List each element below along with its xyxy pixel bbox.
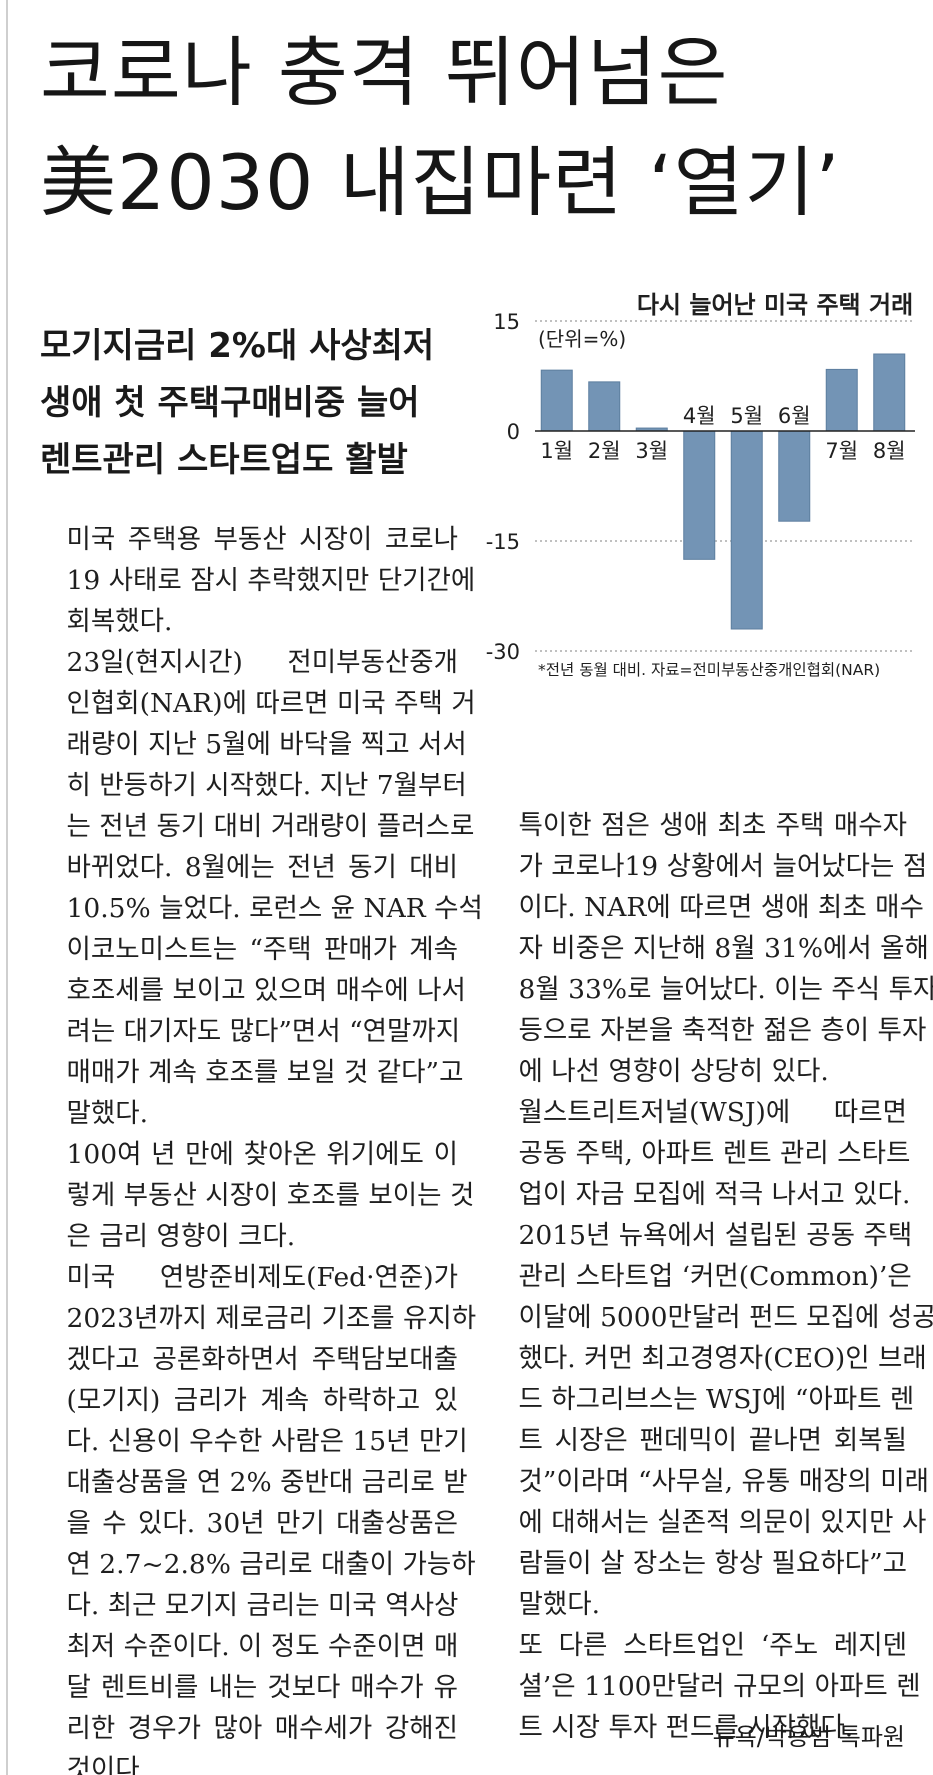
text-line: 인협회(NAR)에 따르면 미국 주택 거 xyxy=(66,688,476,719)
text-line: 달 렌트비를 내는 것보다 매수가 유 xyxy=(66,1672,459,1703)
text-line: 말했다. xyxy=(66,1098,149,1129)
bar-6월 xyxy=(778,430,811,522)
text-line: 다. 신용이 우수한 사람은 15년 만기 xyxy=(66,1426,468,1457)
bar-1월 xyxy=(540,369,573,432)
text-line: 래량이 지난 5월에 바닥을 찍고 서서 xyxy=(66,729,467,760)
bar-label: 3월 xyxy=(635,439,668,463)
text-line: 2023년까지 제로금리 기조를 유지하 xyxy=(66,1303,477,1334)
text-line: 람들이 살 장소는 항상 필요하다”고 xyxy=(518,1548,908,1579)
text-line: 렇게 부동산 시장이 호조를 보이는 것 xyxy=(66,1180,475,1211)
text-line: 은 금리 영향이 크다. xyxy=(66,1221,296,1252)
headline-line-2: 美2030 내집마련 ‘열기’ xyxy=(40,138,841,227)
subhead-line-3: 렌트관리 스타트업도 활발 xyxy=(40,440,408,480)
bar-4월 xyxy=(683,430,716,560)
y-tick-label: 0 xyxy=(507,420,520,444)
text-line: 겠다고 공론화하면서 주택담보대출 xyxy=(66,1344,459,1375)
bar-label: 8월 xyxy=(873,439,906,463)
text-line: 했다. 커먼 최고경영자(CEO)인 브래 xyxy=(518,1343,927,1374)
text-line: 려는 대기자도 많다”면서 “연말까지 xyxy=(66,1016,461,1047)
bar-label: 6월 xyxy=(778,404,811,428)
byline: 뉴욕/박용범 특파원 xyxy=(712,1723,905,1751)
text-line: 이다. NAR에 따르면 생애 최초 매수 xyxy=(518,892,924,923)
text-line: 대출상품을 연 2% 중반대 금리로 받 xyxy=(66,1467,468,1498)
text-line: 호조세를 보이고 있으며 매수에 나서 xyxy=(66,975,466,1006)
text-line: 업이 자금 모집에 적극 나서고 있다. xyxy=(518,1179,911,1210)
text-line: 리한 경우가 많아 매수세가 강해진 xyxy=(66,1713,459,1744)
text-line: 100여 년 만에 찾아온 위기에도 이 xyxy=(66,1139,459,1170)
chart-source-note: *전년 동월 대비. 자료=전미부동산중개인협회(NAR) xyxy=(538,661,880,679)
subhead-line-2: 생애 첫 주택구매비중 늘어 xyxy=(40,383,420,423)
bar-label: 5월 xyxy=(730,404,763,428)
headline: 코로나 충격 뛰어넘은 美2030 내집마련 ‘열기’ xyxy=(40,18,920,238)
text-line: 트 시장 투자 펀드를 시작했다. xyxy=(518,1712,854,1743)
text-line: 이달에 5000만달러 펀드 모집에 성공 xyxy=(518,1302,933,1333)
text-line: 을 수 있다. 30년 만기 대출상품은 xyxy=(66,1508,459,1539)
text-line: 관리 스타트업 ‘커먼(Common)’은 xyxy=(518,1261,912,1292)
text-line: 최저 수준이다. 이 정도 수준이면 매 xyxy=(66,1631,459,1662)
text-line: 등으로 자본을 축적한 젊은 층이 투자 xyxy=(518,1015,927,1046)
text-line: 는 전년 동기 대비 거래량이 플러스로 xyxy=(66,811,475,842)
bar-label: 2월 xyxy=(588,439,621,463)
text-line: 히 반등하기 시작했다. 지난 7월부터 xyxy=(66,770,467,801)
text-line: 말했다. xyxy=(518,1589,601,1620)
headline-line-1: 코로나 충격 뛰어넘은 xyxy=(40,28,729,117)
text-line: 미국 연방준비제도(Fed·연준)가 xyxy=(66,1262,459,1293)
text-line: 미국 주택용 부동산 시장이 코로나 xyxy=(66,524,459,555)
bar-label: 1월 xyxy=(540,439,573,463)
text-line: 셜’은 1100만달러 규모의 아파트 렌 xyxy=(518,1671,921,1702)
text-line: 회복했다. xyxy=(66,606,173,637)
text-line: 이코노미스트는 “주택 판매가 계속 xyxy=(66,934,459,965)
text-line: 에 대해서는 실존적 의문이 있지만 사 xyxy=(518,1507,927,1538)
text-line: 드 하그리브스는 WSJ에 “아파트 렌 xyxy=(518,1384,915,1415)
text-line: 19 사태로 잠시 추락했지만 단기간에 xyxy=(66,565,476,596)
text-line: 매매가 계속 호조를 보일 것 같다”고 xyxy=(66,1057,464,1088)
bar-label: 7월 xyxy=(825,439,858,463)
left-margin-rule xyxy=(6,0,8,1775)
text-line: 것이다. xyxy=(66,1754,149,1775)
text-line: 다. 최근 모기지 금리는 미국 역사상 xyxy=(66,1590,459,1621)
text-line: 자 비중은 지난해 8월 31%에서 올해 xyxy=(518,933,929,964)
y-tick-label: -30 xyxy=(486,640,520,664)
text-line: 에 나선 영향이 상당히 있다. xyxy=(518,1056,829,1087)
text-line: (모기지) 금리가 계속 하락하고 있 xyxy=(66,1385,459,1416)
bar-7월 xyxy=(825,368,858,432)
text-line: 연 2.7~2.8% 금리로 대출이 가능하 xyxy=(66,1549,476,1580)
text-line: 23일(현지시간) 전미부동산중개 xyxy=(66,647,459,678)
bar-2월 xyxy=(588,381,621,432)
chart-title: 다시 늘어난 미국 주택 거래 xyxy=(637,291,913,319)
text-line: 바뀌었다. 8월에는 전년 동기 대비 xyxy=(66,852,459,883)
text-line: 10.5% 늘었다. 로런스 윤 NAR 수석 xyxy=(66,893,483,924)
y-tick-label: 15 xyxy=(493,310,520,334)
text-line: 가 코로나19 상황에서 늘어났다는 점 xyxy=(518,851,928,882)
y-tick-label: -15 xyxy=(486,530,520,554)
text-line: 또 다른 스타트업인 ‘주노 레지덴 xyxy=(518,1630,908,1661)
text-line: 것”이라며 “사무실, 유통 매장의 미래 xyxy=(518,1466,930,1497)
chart-svg: 다시 늘어난 미국 주택 거래 15 0 -15 -30 (단위=%) 1월 2월 3월 4월 5월… xyxy=(486,291,915,679)
text-line: 트 시장은 팬데믹이 끝나면 회복될 xyxy=(518,1425,908,1456)
housing-sales-chart: 다시 늘어난 미국 주택 거래 15 0 -15 -30 (단위=%) 1월 2월 3월 4월 5월… xyxy=(486,291,920,780)
text-line: 월스트리트저널(WSJ)에 따르면 xyxy=(518,1097,908,1128)
text-line: 8월 33%로 늘어났다. 이는 주식 투자 xyxy=(518,974,933,1005)
bar-8월 xyxy=(873,353,906,432)
text-line: 특이한 점은 생애 최초 주택 매수자 xyxy=(518,810,908,841)
bar-label: 4월 xyxy=(683,404,716,428)
text-line: 공동 주택, 아파트 렌트 관리 스타트 xyxy=(518,1138,911,1169)
text-line: 2015년 뉴욕에서 설립된 공동 주택 xyxy=(518,1220,913,1251)
subhead-line-1: 모기지금리 2%대 사상최저 xyxy=(40,326,435,366)
unit-label: (단위=%) xyxy=(538,327,626,351)
bar-5월 xyxy=(730,430,763,630)
subheadlines: 모기지금리 2%대 사상최저 생애 첫 주택구매비중 늘어 렌트관리 스타트업도… xyxy=(40,318,480,489)
